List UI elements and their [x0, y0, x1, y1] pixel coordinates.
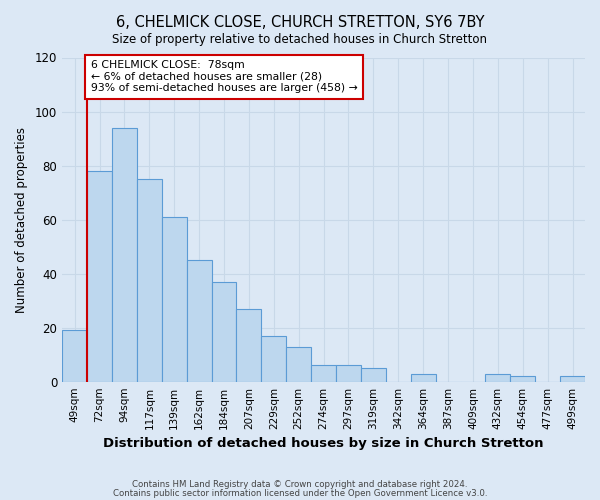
Y-axis label: Number of detached properties: Number of detached properties [15, 126, 28, 312]
Bar [162, 217, 187, 382]
Text: 6 CHELMICK CLOSE:  78sqm
← 6% of detached houses are smaller (28)
93% of semi-de: 6 CHELMICK CLOSE: 78sqm ← 6% of detached… [91, 60, 358, 94]
Bar [212, 282, 236, 382]
Bar [262, 336, 286, 382]
Text: Contains HM Land Registry data © Crown copyright and database right 2024.: Contains HM Land Registry data © Crown c… [132, 480, 468, 489]
Bar [137, 179, 162, 382]
Bar [236, 308, 262, 382]
Bar [286, 346, 311, 382]
Bar [361, 368, 386, 382]
Bar [485, 374, 511, 382]
Bar [112, 128, 137, 382]
Text: Contains public sector information licensed under the Open Government Licence v3: Contains public sector information licen… [113, 488, 487, 498]
Text: Size of property relative to detached houses in Church Stretton: Size of property relative to detached ho… [113, 32, 487, 46]
Bar [187, 260, 212, 382]
Bar [62, 330, 87, 382]
Bar [411, 374, 436, 382]
X-axis label: Distribution of detached houses by size in Church Stretton: Distribution of detached houses by size … [103, 437, 544, 450]
Bar [560, 376, 585, 382]
Bar [336, 366, 361, 382]
Bar [87, 171, 112, 382]
Bar [311, 366, 336, 382]
Text: 6, CHELMICK CLOSE, CHURCH STRETTON, SY6 7BY: 6, CHELMICK CLOSE, CHURCH STRETTON, SY6 … [116, 15, 484, 30]
Bar [511, 376, 535, 382]
